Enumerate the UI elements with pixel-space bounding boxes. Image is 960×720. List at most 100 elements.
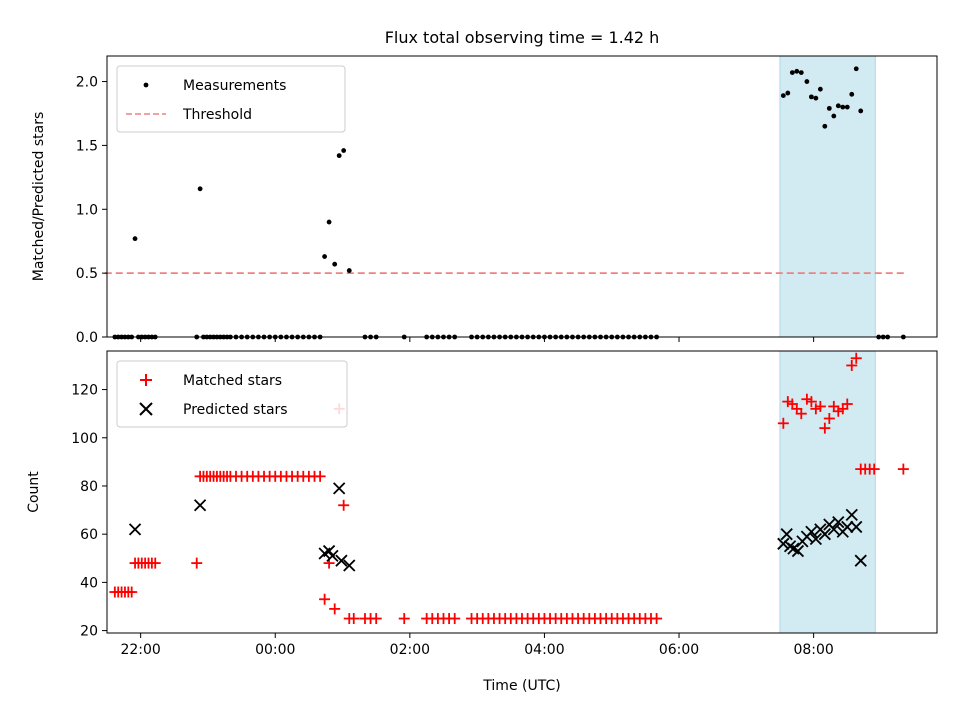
matched-star-point xyxy=(449,613,461,625)
predicted-star-point xyxy=(335,554,348,567)
ratio-legend: Measurements Threshold xyxy=(116,65,346,133)
y-tick-label: 60 xyxy=(80,527,98,543)
x-axis-label: Time (UTC) xyxy=(482,678,560,694)
predicted-star-point xyxy=(827,523,840,536)
predicted-star-point xyxy=(343,559,356,572)
matched-star-point xyxy=(868,463,880,475)
measurement-point xyxy=(789,70,795,76)
measurement-point xyxy=(817,86,823,92)
matched-star-point xyxy=(651,613,663,625)
predicted-star-point xyxy=(326,549,339,563)
matched-star-point xyxy=(846,359,858,371)
matched-star-point xyxy=(795,408,807,420)
predicted-star-point xyxy=(780,528,793,541)
measurement-point xyxy=(326,219,332,225)
matched-star-point xyxy=(823,412,835,424)
x-tick-label: 00:00 xyxy=(255,642,295,658)
measurement-point xyxy=(835,103,841,109)
y-tick-label: 2.0 xyxy=(76,75,98,91)
matched-star-point xyxy=(850,352,862,364)
matched-star-point xyxy=(819,422,831,434)
measurement-point xyxy=(332,261,338,267)
predicted-star-point xyxy=(193,499,207,512)
predicted-star-point xyxy=(841,520,854,534)
predicted-star-point xyxy=(850,520,863,534)
predicted-star-point xyxy=(818,528,831,541)
legend-predicted-marker xyxy=(139,402,153,416)
matched-star-point xyxy=(805,396,817,408)
x-tick-label: 04:00 xyxy=(524,642,564,658)
ratio-panel: 0.00.51.01.52.0 Matched/Predicted stars … xyxy=(31,55,938,346)
measurement-point xyxy=(822,123,828,129)
matched-star-point xyxy=(314,470,326,482)
y-tick-label: 100 xyxy=(71,431,98,447)
ratio-x-ticks xyxy=(140,337,815,342)
measurement-point xyxy=(844,104,850,110)
matched-star-points xyxy=(109,352,909,625)
measurement-point xyxy=(813,95,819,101)
observing-window-span xyxy=(779,55,876,338)
matched-star-point xyxy=(338,499,350,511)
x-tick-label: 08:00 xyxy=(793,642,833,658)
predicted-star-point xyxy=(128,523,142,536)
observing-window-span xyxy=(779,350,876,634)
predicted-star-point xyxy=(854,554,867,567)
y-tick-label: 1.5 xyxy=(76,138,98,154)
matched-star-point xyxy=(398,613,410,625)
y-tick-label: 0.0 xyxy=(76,330,98,346)
chart-title: Flux total observing time = 1.42 h xyxy=(385,28,660,47)
measurement-point xyxy=(831,113,837,119)
ratio-y-ticks: 0.0 0.5 1.0 1.5 2.0 xyxy=(76,75,107,346)
matched-star-point xyxy=(370,613,382,625)
y-tick-label: 0.5 xyxy=(76,266,98,282)
measurement-point xyxy=(785,90,791,96)
legend-matched-marker xyxy=(140,374,152,386)
matched-star-point xyxy=(814,400,826,412)
measurement-point xyxy=(804,79,810,84)
x-tick-label: 22:00 xyxy=(120,642,160,658)
matched-star-point xyxy=(149,557,161,569)
y-tick-label: 80 xyxy=(80,479,98,495)
predicted-star-point xyxy=(832,515,845,529)
count-y-axis-label: Count xyxy=(26,471,42,513)
y-tick-label: 1.0 xyxy=(76,202,98,218)
legend-predicted-label: Predicted stars xyxy=(183,402,288,418)
measurement-point xyxy=(346,268,352,273)
matched-star-point xyxy=(329,603,341,615)
legend-matched-label: Matched stars xyxy=(183,373,282,389)
predicted-star-point xyxy=(805,525,818,538)
predicted-star-point xyxy=(845,508,858,522)
count-x-ticks: 22:00 00:00 02:00 04:00 06:00 08:00 xyxy=(120,633,834,658)
measurement-point xyxy=(853,66,859,72)
predicted-star-point xyxy=(791,544,805,558)
count-panel-frame xyxy=(106,350,938,634)
predicted-star-point xyxy=(777,537,790,550)
x-tick-label: 06:00 xyxy=(659,642,699,658)
measurement-point xyxy=(197,186,203,192)
predicted-star-points xyxy=(128,482,867,572)
predicted-star-point xyxy=(333,482,346,495)
y-tick-label: 120 xyxy=(71,383,98,399)
measurement-point xyxy=(798,70,804,76)
measurement-point xyxy=(849,91,855,97)
measurement-point xyxy=(341,148,347,153)
matched-star-point xyxy=(319,593,331,605)
x-tick-label: 02:00 xyxy=(390,642,430,658)
measurement-point xyxy=(808,94,814,100)
measurement-point xyxy=(780,93,786,98)
measurement-point xyxy=(322,254,327,259)
count-y-ticks: 20 40 60 80 100 120 xyxy=(71,383,107,640)
measurement-point xyxy=(840,104,846,110)
ratio-panel-frame xyxy=(106,55,938,338)
y-tick-label: 20 xyxy=(80,624,98,640)
measurement-point xyxy=(826,105,832,111)
count-legend: Matched stars Predicted stars xyxy=(116,360,348,428)
measurement-point xyxy=(132,236,138,242)
matched-star-point xyxy=(841,398,853,410)
legend-measurements-label: Measurements xyxy=(183,78,286,94)
legend-measurements-marker xyxy=(143,82,149,88)
matched-star-point xyxy=(897,463,909,475)
y-tick-label: 40 xyxy=(80,575,98,591)
matched-star-point xyxy=(777,417,789,429)
